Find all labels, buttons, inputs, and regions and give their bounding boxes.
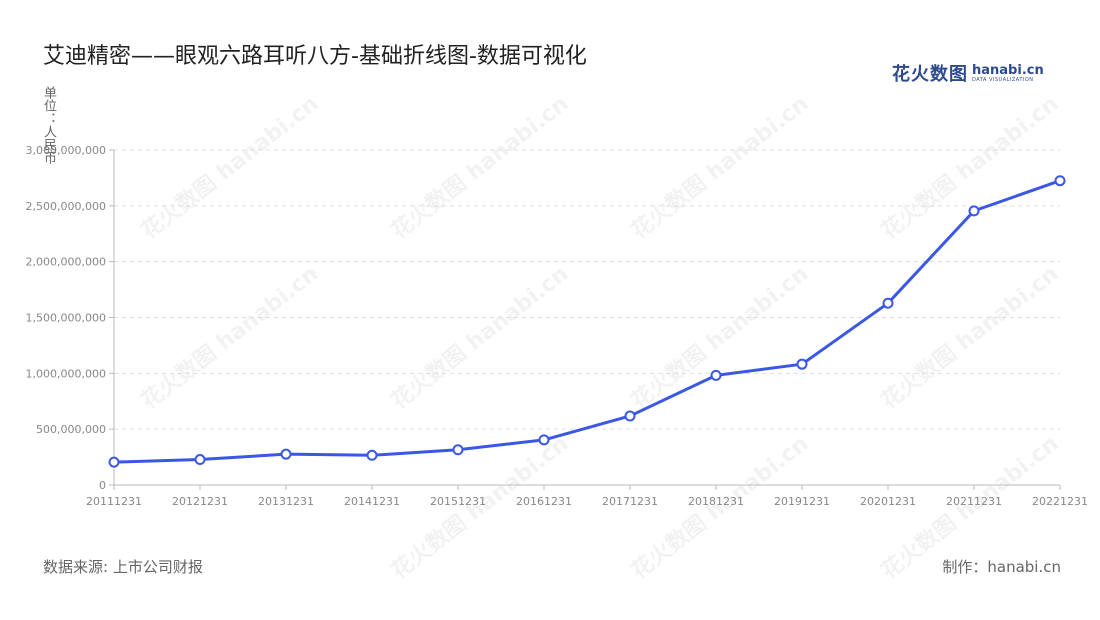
brand-logo: 花火数图 hanabi.cn DATA VISUALIZATION xyxy=(892,60,1044,86)
data-point xyxy=(452,444,464,456)
data-point xyxy=(280,448,292,460)
x-tick-label: 20221231 xyxy=(1032,495,1088,508)
data-point xyxy=(108,456,120,468)
data-point xyxy=(624,410,636,422)
data-source: 数据来源: 上市公司财报 xyxy=(43,558,203,576)
data-point xyxy=(194,454,206,466)
x-tick-label: 20191231 xyxy=(774,495,830,508)
data-point xyxy=(710,369,722,381)
y-tick-label: 1,500,000,000 xyxy=(26,312,106,325)
x-tick-label: 20201231 xyxy=(860,495,916,508)
data-point xyxy=(968,205,980,217)
x-tick-label: 20121231 xyxy=(172,495,228,508)
y-tick-label: 500,000,000 xyxy=(36,423,106,436)
x-tick-label: 20111231 xyxy=(86,495,142,508)
series-line xyxy=(113,179,1061,464)
x-tick-label: 20131231 xyxy=(258,495,314,508)
y-tick-label: 0 xyxy=(99,479,106,492)
data-point xyxy=(796,358,808,370)
x-tick-label: 20171231 xyxy=(602,495,658,508)
data-point xyxy=(1054,175,1066,187)
x-tick-label: 20151231 xyxy=(430,495,486,508)
logo-subtitle: DATA VISUALIZATION xyxy=(972,76,1034,83)
data-point xyxy=(882,297,894,309)
logo-cn-text: 花火数图 xyxy=(892,64,968,85)
x-tick-label: 20181231 xyxy=(688,495,744,508)
x-tick-label: 20141231 xyxy=(344,495,400,508)
y-tick-label: 1,000,000,000 xyxy=(26,367,106,380)
x-tick-label: 20211231 xyxy=(946,495,1002,508)
logo-en-block: hanabi.cn DATA VISUALIZATION xyxy=(972,64,1044,83)
data-point xyxy=(538,434,550,446)
x-tick-label: 20161231 xyxy=(516,495,572,508)
maker-credit: 制作：hanabi.cn xyxy=(942,558,1061,576)
y-tick-label: 3,000,000,000 xyxy=(26,144,106,157)
chart-title: 艾迪精密——眼观六路耳听八方-基础折线图-数据可视化 xyxy=(43,44,587,69)
logo-en-text: hanabi.cn xyxy=(972,62,1044,78)
y-tick-label: 2,500,000,000 xyxy=(26,200,106,213)
y-axis-label: 单位：人民币 xyxy=(41,86,56,164)
data-point xyxy=(366,449,378,461)
y-tick-label: 2,000,000,000 xyxy=(26,256,106,269)
